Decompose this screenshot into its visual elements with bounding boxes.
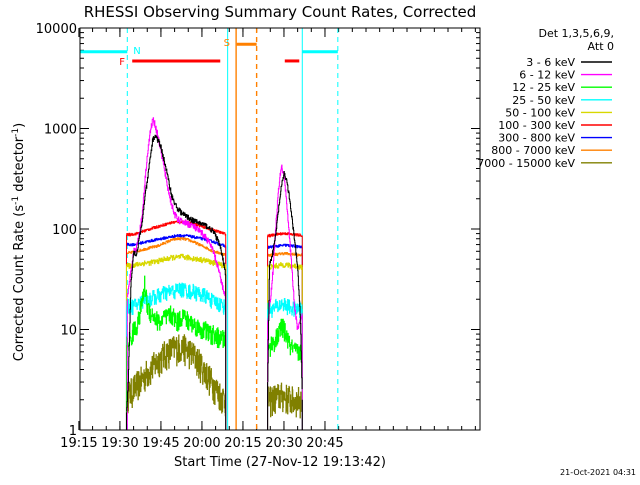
legend-header-line1: Det 1,3,5,6,9, — [538, 27, 614, 40]
x-tick-label: 19:30 — [101, 436, 138, 451]
y-axis-label-mid: detector — [12, 136, 27, 196]
footer-timestamp: 21-Oct-2021 04:31 — [560, 468, 636, 477]
series-100-300-kev-line — [267, 232, 303, 238]
x-tick-label: 19:15 — [60, 436, 97, 451]
x-tick-label: 19:45 — [142, 436, 179, 451]
series-6-12-kev-line — [127, 117, 227, 301]
y-tick-label: 100 — [52, 223, 77, 238]
series-800-7000-kev-line — [126, 237, 227, 257]
series-3-6-kev-line — [126, 134, 227, 412]
series-12-25-kev-line — [126, 275, 227, 351]
series-7000-15000-kev-line — [267, 382, 303, 419]
series-3-6-kev-line — [267, 171, 303, 390]
legend-label: 12 - 25 keV — [512, 81, 575, 94]
y-tick-label: 10000 — [36, 22, 77, 37]
legend-header-line2: Att 0 — [588, 40, 614, 53]
y-axis-label: Corrected Count Rate (s-1 detector-1) — [11, 123, 27, 361]
legend-label: 50 - 100 keV — [505, 106, 575, 119]
flare-flag-label: F — [119, 57, 125, 68]
x-tick-label: 20:15 — [224, 436, 261, 451]
night-flag-label: N — [133, 46, 140, 57]
y-axis-label-main: Corrected Count Rate (s — [12, 205, 27, 362]
series-6-12-kev-line — [267, 164, 303, 330]
legend-label: 300 - 800 keV — [498, 132, 575, 145]
x-axis-label: Start Time (27-Nov-12 19:13:42) — [174, 455, 386, 470]
legend-label: 7000 - 15000 keV — [477, 157, 575, 170]
y-axis-label-sup1: -1 — [11, 196, 21, 205]
y-axis-label-sup2: -1 — [11, 128, 21, 137]
y-axis-label-end: ) — [12, 123, 27, 128]
x-tick-label: 20:30 — [265, 436, 302, 451]
y-tick-label: 1000 — [44, 123, 77, 138]
series-25-50-kev-line — [267, 297, 303, 318]
plot-area: NF S — [78, 27, 480, 431]
x-tick-label: 20:00 — [183, 436, 220, 451]
x-tick-label: 20:45 — [306, 436, 343, 451]
legend-label: 6 - 12 keV — [519, 69, 575, 82]
series-50-100-kev-line — [126, 253, 227, 269]
legend-label: 3 - 6 keV — [526, 56, 575, 69]
saa-flag-label: S — [224, 38, 230, 49]
chart-title: RHESSI Observing Summary Count Rates, Co… — [84, 3, 477, 21]
series-7000-15000-kev-line — [126, 334, 227, 417]
legend-label: 25 - 50 keV — [512, 94, 575, 107]
plot-frame — [79, 27, 481, 431]
y-tick-label: 10 — [60, 324, 77, 339]
legend-label: 800 - 7000 keV — [491, 144, 575, 157]
legend-label: 100 - 300 keV — [498, 119, 575, 132]
y-tick-label: 1 — [69, 424, 77, 439]
series-12-25-kev-line — [267, 318, 303, 363]
